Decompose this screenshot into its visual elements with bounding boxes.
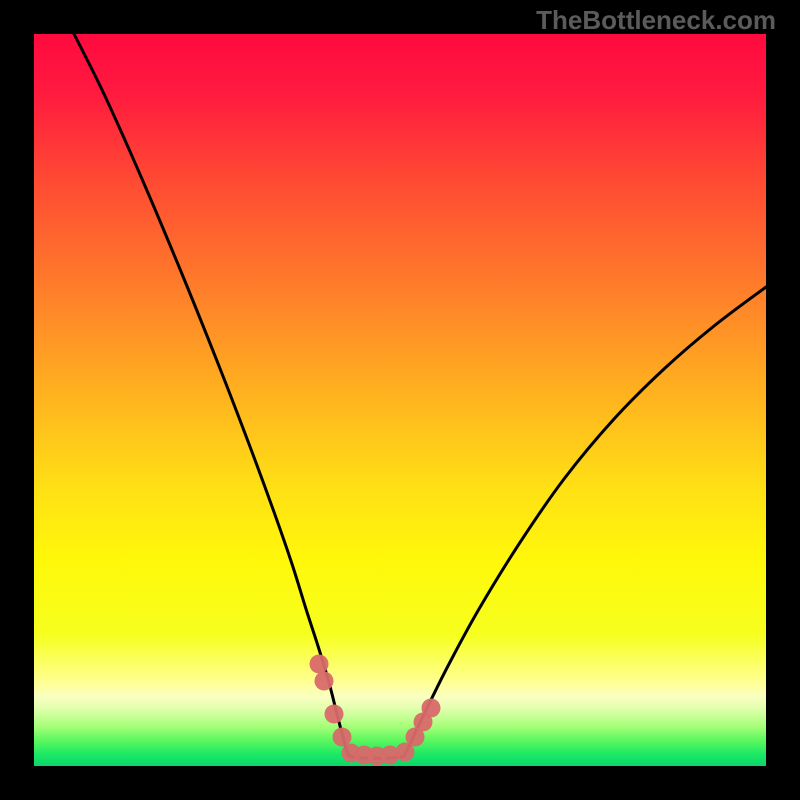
- data-marker: [315, 672, 334, 691]
- data-marker: [310, 655, 329, 674]
- plot-area: [34, 34, 766, 766]
- data-marker: [325, 705, 344, 724]
- watermark-text: TheBottleneck.com: [536, 5, 776, 36]
- gradient-background: [34, 34, 766, 766]
- data-marker: [422, 699, 441, 718]
- data-marker: [333, 728, 352, 747]
- chart-svg: [34, 34, 766, 766]
